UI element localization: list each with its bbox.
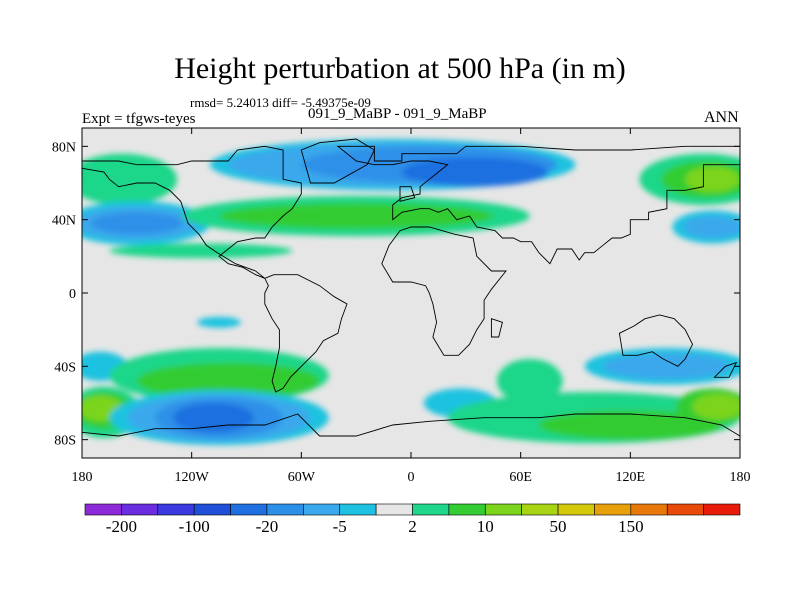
- colorbar-label: -20: [256, 517, 279, 536]
- contour-blob: [538, 410, 722, 440]
- colorbar-swatch: [448, 503, 486, 516]
- contour-blob: [219, 203, 494, 229]
- lat-tick-label: 40S: [54, 360, 76, 375]
- coastline: [618, 314, 694, 367]
- contour-blob: [82, 153, 178, 205]
- longitude-axis: 180 120W 60W 0 60E 120E 180: [72, 128, 751, 485]
- contour-blob: [109, 243, 293, 259]
- experiment-label: Expt = tfgws-teyes: [82, 111, 196, 127]
- contour-blob: [685, 166, 740, 193]
- contour-blob: [401, 157, 549, 187]
- lon-tick-label: 0: [408, 470, 415, 485]
- lon-tick-label: 120E: [616, 470, 646, 485]
- colorbar-swatch: [157, 503, 195, 516]
- colorbar-label: 150: [618, 517, 644, 536]
- stats-line: rmsd= 5.24013 diff= -5.49375e-09: [190, 95, 371, 110]
- contour-blob: [692, 393, 740, 420]
- lat-tick-label: 40N: [52, 214, 76, 229]
- colorbar-swatch: [666, 503, 704, 516]
- coastline: [264, 274, 348, 393]
- contour-blob: [683, 216, 740, 238]
- colorbar-swatch: [484, 503, 522, 516]
- colorbar-label: 50: [550, 517, 567, 536]
- colorbar-swatch: [230, 503, 268, 516]
- coastline: [381, 226, 507, 356]
- coastline: [300, 138, 375, 184]
- contour-blob: [173, 403, 254, 433]
- chart-title: Height perturbation at 500 hPa (in m): [174, 52, 626, 85]
- lon-tick-label: 60W: [288, 470, 316, 485]
- colorbar-label: 10: [477, 517, 494, 536]
- coastline: [713, 361, 738, 378]
- contour-blob: [602, 353, 731, 380]
- coastline: [336, 145, 740, 265]
- contour-blob: [91, 212, 183, 235]
- coastline: [490, 318, 503, 338]
- colorbar-swatch: [594, 503, 632, 516]
- lat-tick-label: 80N: [52, 140, 76, 155]
- colorbar-swatch: [557, 503, 595, 516]
- contour-blob: [197, 316, 242, 328]
- colorbar-swatch: [303, 503, 341, 516]
- lat-tick-label: 0: [69, 287, 76, 302]
- colorbar-label: -200: [106, 517, 137, 536]
- colorbar-swatch: [521, 503, 559, 516]
- lon-tick-label: 180: [730, 470, 751, 485]
- latitude-axis: 80N 40N 0 40S 80S: [52, 140, 740, 449]
- coastline: [82, 145, 302, 279]
- colorbar-swatch: [266, 503, 304, 516]
- colorbar-swatch: [193, 503, 231, 516]
- colorbar-swatch: [703, 503, 741, 516]
- colorbar-label: -5: [333, 517, 347, 536]
- season-label: ANN: [704, 109, 739, 126]
- coastline: [82, 413, 740, 458]
- lon-tick-label: 60E: [509, 470, 532, 485]
- colorbar-label: -100: [179, 517, 210, 536]
- coastlines: [82, 138, 740, 458]
- contour-blob: [496, 359, 563, 403]
- lon-tick-label: 120W: [175, 470, 210, 485]
- colorbar: -200 -100 -20 -5 2 10 50 150: [84, 503, 741, 536]
- colorbar-swatch: [375, 503, 413, 516]
- colorbar-label: 2: [408, 517, 417, 536]
- colorbar-swatch: [84, 503, 122, 516]
- colorbar-swatch: [412, 503, 450, 516]
- coastline: [399, 186, 416, 202]
- lat-tick-label: 80S: [54, 434, 76, 449]
- colorbar-swatch: [339, 503, 377, 516]
- lon-tick-label: 180: [72, 470, 93, 485]
- colorbar-swatch: [630, 503, 668, 516]
- colorbar-swatch: [121, 503, 159, 516]
- case-label: 091_9_MaBP - 091_9_MaBP: [308, 106, 487, 122]
